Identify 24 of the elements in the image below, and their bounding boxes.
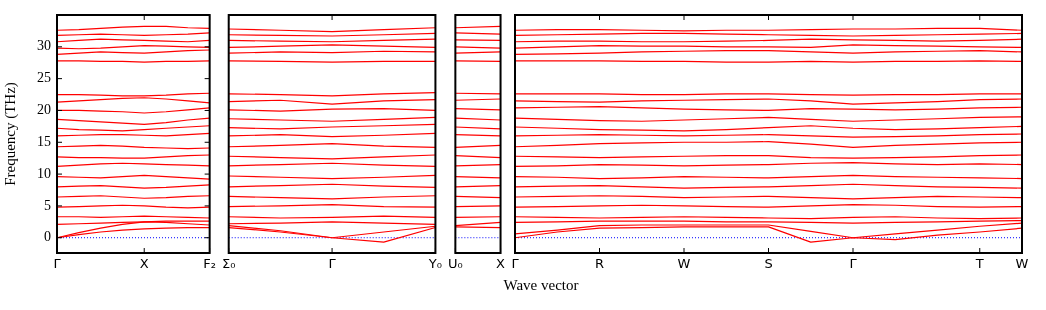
x-tick-label: X [139,256,149,272]
y-tick-label: 15 [37,133,51,149]
y-tick-label: 20 [37,102,51,118]
y-tick-label: 10 [37,165,51,181]
x-tick-label: W [1015,256,1029,272]
x-tick-label: S [764,256,773,272]
x-tick-label: Σ₀ [221,256,236,272]
x-tick-label: Γ [328,256,337,272]
x-tick-label: Γ [511,256,520,272]
x-tick-label: W [677,256,691,272]
x-tick-label: Γ [53,256,62,272]
y-axis-title: Frequency (THz) [1,82,19,186]
x-tick-label: X [496,256,506,272]
x-tick-label: F₂ [203,256,217,272]
x-tick-label: T [974,256,984,272]
x-tick-label: R [594,256,605,272]
y-tick-label: 0 [44,229,51,245]
x-tick-label: U₀ [448,256,463,272]
x-tick-label: Γ [849,256,858,272]
x-tick-label: Y₀ [427,256,442,272]
y-tick-label: 25 [37,70,51,86]
y-tick-label: 30 [37,38,51,54]
y-tick-label: 5 [44,197,51,213]
x-axis-title: Wave vector [503,277,579,294]
